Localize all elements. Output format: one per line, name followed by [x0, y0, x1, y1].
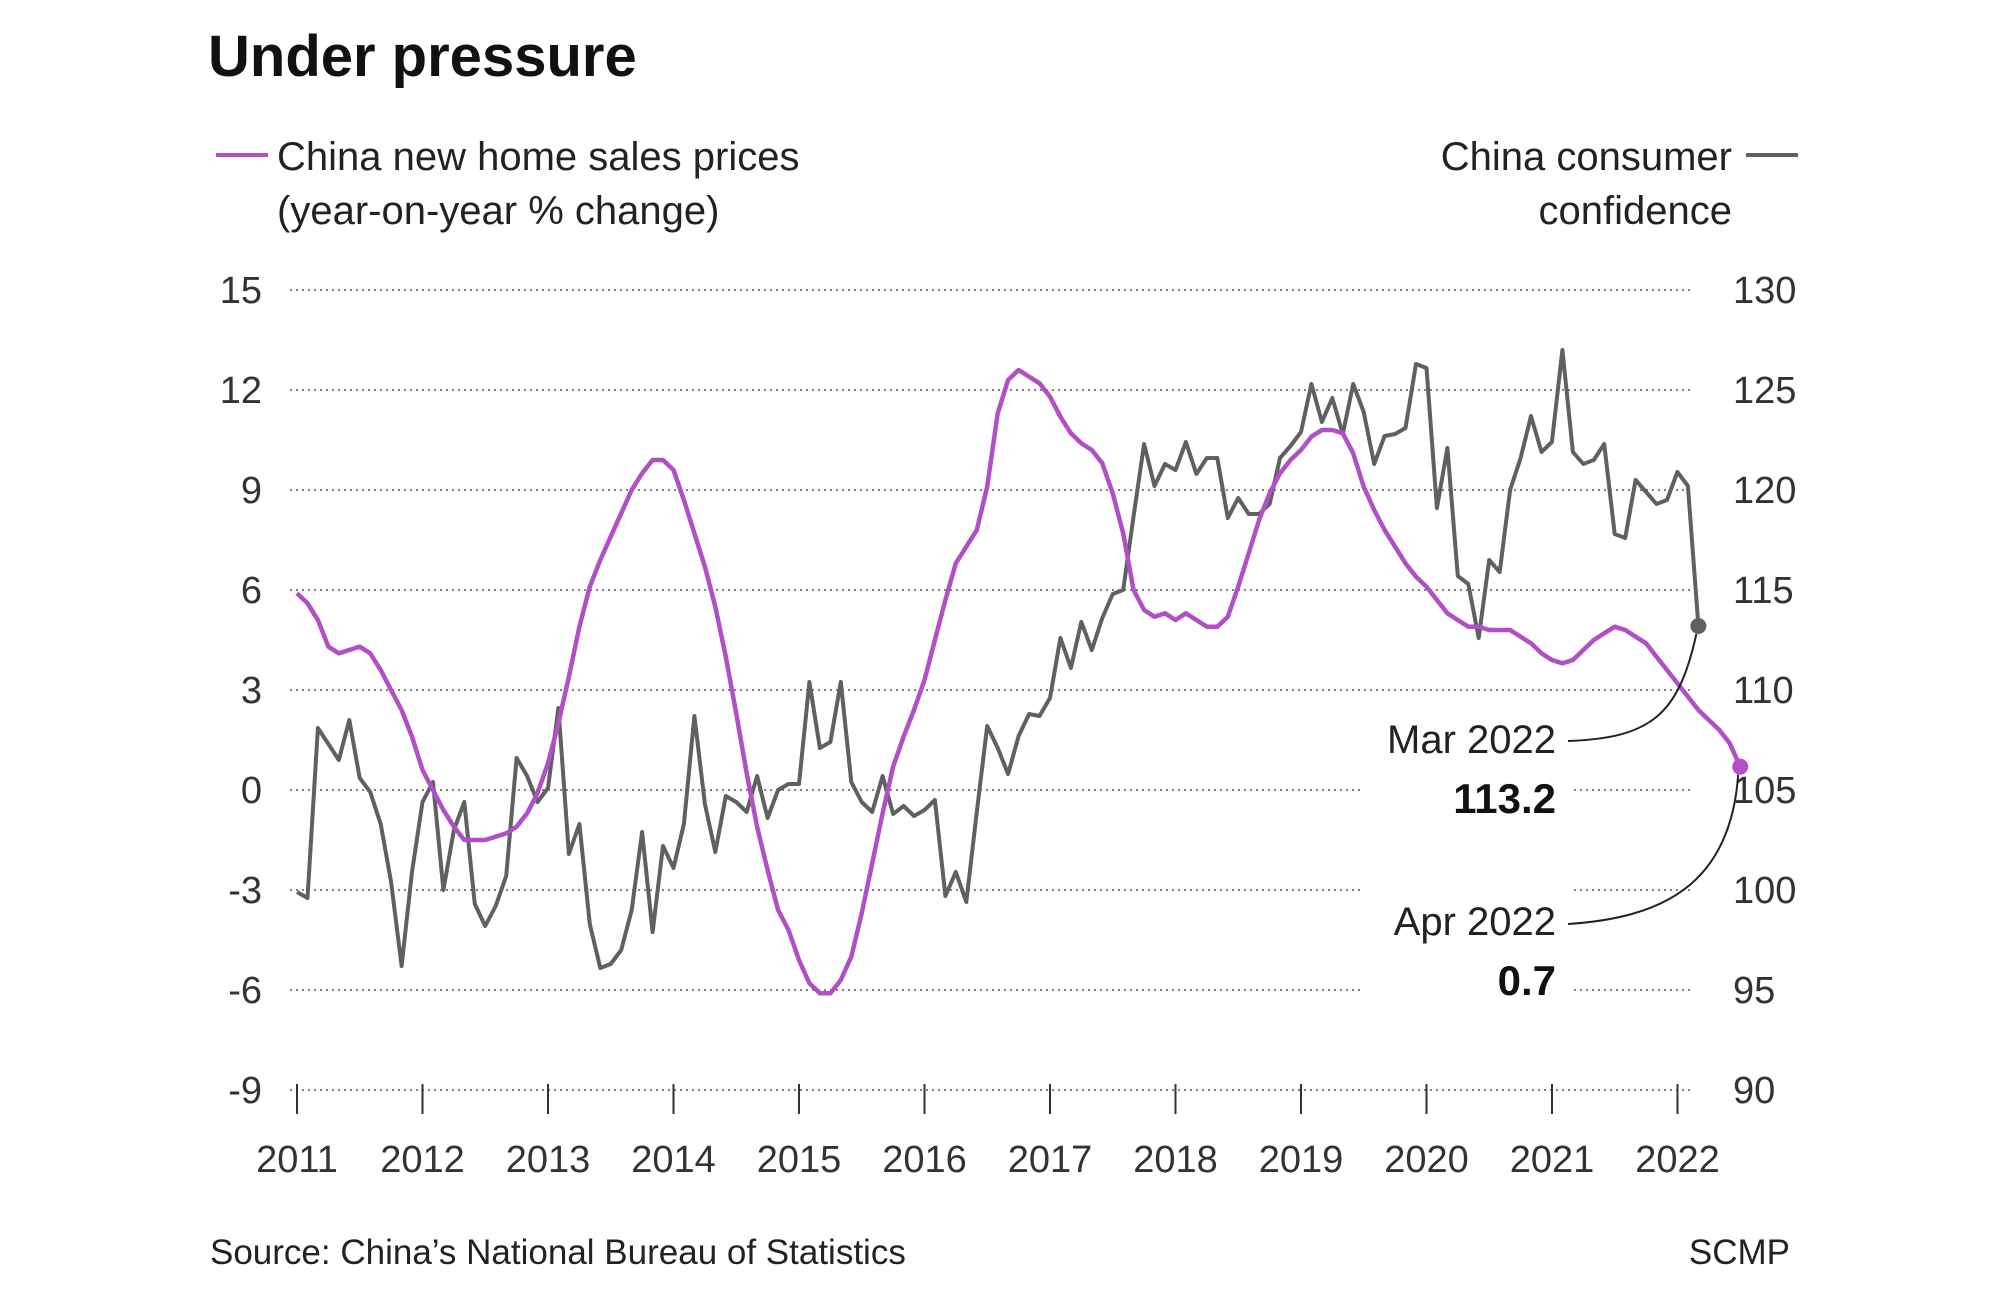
left-tick-label: 15 [220, 270, 262, 312]
x-tick-label: 2011 [256, 1139, 338, 1181]
left-tick-label: -3 [228, 870, 262, 912]
right-tick-label: 100 [1733, 870, 1796, 912]
credit: SCMP [1689, 1233, 1790, 1272]
x-axis: 2011 2012 2013 2014 2015 2016 2017 2018 2019 2020… [256, 1084, 1720, 1181]
x-tick-label: 2017 [1008, 1139, 1093, 1181]
right-tick-label: 105 [1733, 770, 1796, 812]
annotation-mar-value: 113.2 [1453, 775, 1556, 822]
series-line-prices [295, 367, 1743, 996]
left-tick-label: 6 [241, 570, 262, 612]
right-tick-label: 110 [1733, 670, 1794, 712]
annotation-mar-label: Mar 2022 [1387, 718, 1556, 762]
x-tick-label: 2012 [380, 1139, 465, 1181]
left-axis: 15 12 9 6 3 0 -3 -6 -9 [220, 270, 262, 1112]
x-tick-label: 2021 [1510, 1139, 1595, 1181]
right-tick-label: 95 [1733, 970, 1775, 1012]
right-tick-label: 120 [1733, 470, 1796, 512]
right-tick-label: 115 [1733, 570, 1794, 612]
source-note: Source: China’s National Bureau of Stati… [210, 1233, 906, 1272]
x-tick-label: 2019 [1259, 1139, 1344, 1181]
left-tick-label: -6 [228, 970, 262, 1012]
x-tick-label: 2020 [1384, 1139, 1469, 1181]
left-tick-label: 3 [241, 670, 262, 712]
left-tick-label: 12 [220, 370, 262, 412]
leader-line-apr [1567, 774, 1740, 925]
legend-label-confidence-line2: confidence [1539, 189, 1732, 233]
left-tick-label: -9 [228, 1070, 262, 1112]
x-tick-label: 2014 [631, 1139, 716, 1181]
legend-label-confidence-line1: China consumer [1441, 135, 1732, 179]
annotation-apr-value: 0.7 [1498, 957, 1556, 1004]
left-tick-label: 0 [241, 770, 262, 812]
right-tick-label: 90 [1733, 1070, 1775, 1112]
right-axis: 130 125 120 115 110 105 100 95 90 [1733, 270, 1796, 1112]
legend-label-prices-line2: (year-on-year % change) [277, 189, 719, 233]
right-tick-label: 125 [1733, 370, 1796, 412]
end-point-confidence [1690, 618, 1707, 634]
end-point-prices [1732, 758, 1749, 775]
left-tick-label: 9 [241, 470, 262, 512]
annotation-backdrop [1360, 705, 1572, 1010]
x-tick-label: 2022 [1635, 1139, 1720, 1181]
annotation-apr-label: Apr 2022 [1394, 900, 1556, 944]
leader-line-mar [1567, 633, 1698, 742]
x-tick-label: 2013 [506, 1139, 591, 1181]
x-tick-label: 2016 [882, 1139, 967, 1181]
x-tick-label: 2018 [1133, 1139, 1218, 1181]
legend-label-prices-line1: China new home sales prices [277, 135, 799, 179]
right-tick-label: 130 [1733, 270, 1796, 312]
x-tick-label: 2015 [757, 1139, 842, 1181]
chart-title: Under pressure [208, 24, 637, 89]
series-line-confidence [296, 348, 1701, 970]
